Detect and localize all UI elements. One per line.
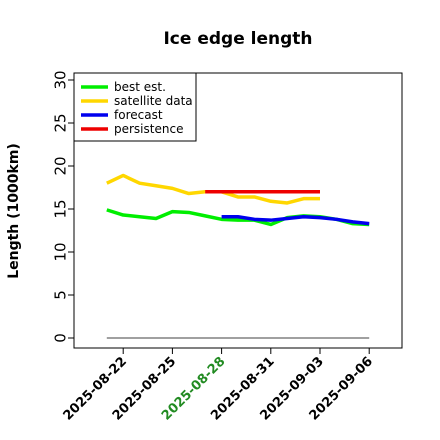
legend-label: satellite data [114,94,193,108]
y-tick-label: 30 [51,70,69,89]
y-axis-label: Length (1000km) [6,143,22,279]
plot-frame [73,72,403,349]
chart-title: Ice edge length [163,29,312,49]
y-tick-label: 25 [51,113,69,132]
y-tick-label: 0 [51,333,69,343]
y-tick-label: 15 [51,199,69,218]
y-tick-label: 10 [51,242,69,261]
legend-label: best est. [114,80,166,94]
legend-label: persistence [114,122,183,136]
legend: best est.satellite dataforecastpersisten… [73,72,197,142]
y-tick-label: 20 [51,156,69,175]
legend-label: forecast [114,108,163,122]
plot-area [106,173,370,339]
series-line-forecast [221,214,370,226]
y-tick-label: 5 [51,290,69,300]
series-line-satellite-data [106,173,320,205]
